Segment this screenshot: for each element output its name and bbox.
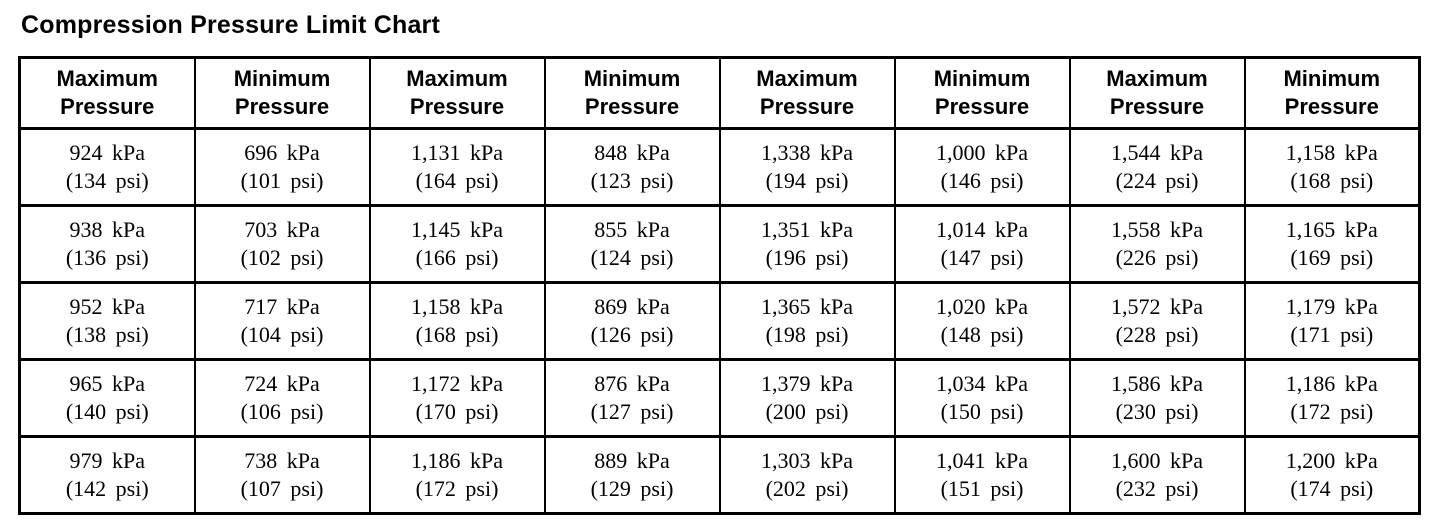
column-header-maximum-1: Maximum Pressure bbox=[18, 56, 196, 130]
table-row: 952 kPa (138 psi) 717 kPa (104 psi) 1,15… bbox=[18, 281, 1421, 361]
pressure-cell: 1,186 kPa (172 psi) bbox=[1243, 358, 1421, 438]
pressure-cell: 738 kPa (107 psi) bbox=[193, 435, 371, 515]
column-header-maximum-3: Maximum Pressure bbox=[718, 56, 896, 130]
column-header-minimum-2: Minimum Pressure bbox=[543, 56, 721, 130]
pressure-cell: 1,000 kPa (146 psi) bbox=[893, 127, 1071, 207]
table-header: Maximum Pressure Minimum Pressure Maximu… bbox=[18, 56, 1421, 130]
pressure-cell: 1,158 kPa (168 psi) bbox=[368, 281, 546, 361]
pressure-cell: 1,572 kPa (228 psi) bbox=[1068, 281, 1246, 361]
pressure-cell: 952 kPa (138 psi) bbox=[18, 281, 196, 361]
page-title: Compression Pressure Limit Chart bbox=[21, 11, 441, 39]
compression-pressure-limit-table: Maximum Pressure Minimum Pressure Maximu… bbox=[18, 56, 1421, 515]
pressure-cell: 1,186 kPa (172 psi) bbox=[368, 435, 546, 515]
pressure-cell: 889 kPa (129 psi) bbox=[543, 435, 721, 515]
pressure-cell: 1,020 kPa (148 psi) bbox=[893, 281, 1071, 361]
pressure-cell: 1,172 kPa (170 psi) bbox=[368, 358, 546, 438]
column-header-minimum-3: Minimum Pressure bbox=[893, 56, 1071, 130]
pressure-cell: 1,558 kPa (226 psi) bbox=[1068, 204, 1246, 284]
pressure-cell: 1,365 kPa (198 psi) bbox=[718, 281, 896, 361]
pressure-cell: 876 kPa (127 psi) bbox=[543, 358, 721, 438]
pressure-cell: 703 kPa (102 psi) bbox=[193, 204, 371, 284]
header-row: Maximum Pressure Minimum Pressure Maximu… bbox=[18, 56, 1421, 130]
column-header-maximum-4: Maximum Pressure bbox=[1068, 56, 1246, 130]
pressure-cell: 1,145 kPa (166 psi) bbox=[368, 204, 546, 284]
pressure-cell: 1,351 kPa (196 psi) bbox=[718, 204, 896, 284]
pressure-cell: 1,303 kPa (202 psi) bbox=[718, 435, 896, 515]
pressure-cell: 924 kPa (134 psi) bbox=[18, 127, 196, 207]
pressure-cell: 696 kPa (101 psi) bbox=[193, 127, 371, 207]
pressure-cell: 855 kPa (124 psi) bbox=[543, 204, 721, 284]
column-header-maximum-2: Maximum Pressure bbox=[368, 56, 546, 130]
pressure-cell: 965 kPa (140 psi) bbox=[18, 358, 196, 438]
pressure-cell: 979 kPa (142 psi) bbox=[18, 435, 196, 515]
table-row: 979 kPa (142 psi) 738 kPa (107 psi) 1,18… bbox=[18, 435, 1421, 515]
pressure-cell: 1,131 kPa (164 psi) bbox=[368, 127, 546, 207]
pressure-cell: 724 kPa (106 psi) bbox=[193, 358, 371, 438]
pressure-cell: 1,179 kPa (171 psi) bbox=[1243, 281, 1421, 361]
pressure-cell: 1,544 kPa (224 psi) bbox=[1068, 127, 1246, 207]
pressure-cell: 1,041 kPa (151 psi) bbox=[893, 435, 1071, 515]
column-header-minimum-4: Minimum Pressure bbox=[1243, 56, 1421, 130]
pressure-cell: 1,379 kPa (200 psi) bbox=[718, 358, 896, 438]
pressure-cell: 1,014 kPa (147 psi) bbox=[893, 204, 1071, 284]
pressure-cell: 848 kPa (123 psi) bbox=[543, 127, 721, 207]
pressure-cell: 1,165 kPa (169 psi) bbox=[1243, 204, 1421, 284]
pressure-cell: 1,158 kPa (168 psi) bbox=[1243, 127, 1421, 207]
table-row: 938 kPa (136 psi) 703 kPa (102 psi) 1,14… bbox=[18, 204, 1421, 284]
table-row: 924 kPa (134 psi) 696 kPa (101 psi) 1,13… bbox=[18, 127, 1421, 207]
pressure-cell: 1,200 kPa (174 psi) bbox=[1243, 435, 1421, 515]
table-row: 965 kPa (140 psi) 724 kPa (106 psi) 1,17… bbox=[18, 358, 1421, 438]
table-body: 924 kPa (134 psi) 696 kPa (101 psi) 1,13… bbox=[18, 127, 1421, 515]
pressure-cell: 1,338 kPa (194 psi) bbox=[718, 127, 896, 207]
pressure-cell: 1,586 kPa (230 psi) bbox=[1068, 358, 1246, 438]
pressure-cell: 1,034 kPa (150 psi) bbox=[893, 358, 1071, 438]
column-header-minimum-1: Minimum Pressure bbox=[193, 56, 371, 130]
pressure-cell: 869 kPa (126 psi) bbox=[543, 281, 721, 361]
pressure-cell: 1,600 kPa (232 psi) bbox=[1068, 435, 1246, 515]
pressure-cell: 717 kPa (104 psi) bbox=[193, 281, 371, 361]
pressure-cell: 938 kPa (136 psi) bbox=[18, 204, 196, 284]
